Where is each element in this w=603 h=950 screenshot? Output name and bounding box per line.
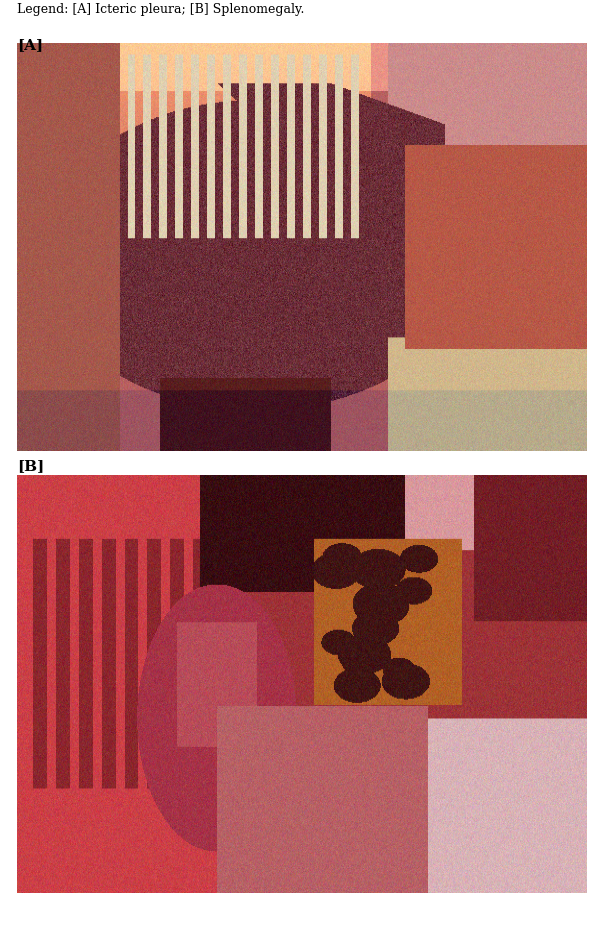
- Text: [A]: [A]: [17, 38, 43, 52]
- Text: Legend: [A] Icteric pleura; [B] Splenomegaly.: Legend: [A] Icteric pleura; [B] Splenome…: [17, 3, 305, 16]
- Text: [B]: [B]: [17, 459, 44, 473]
